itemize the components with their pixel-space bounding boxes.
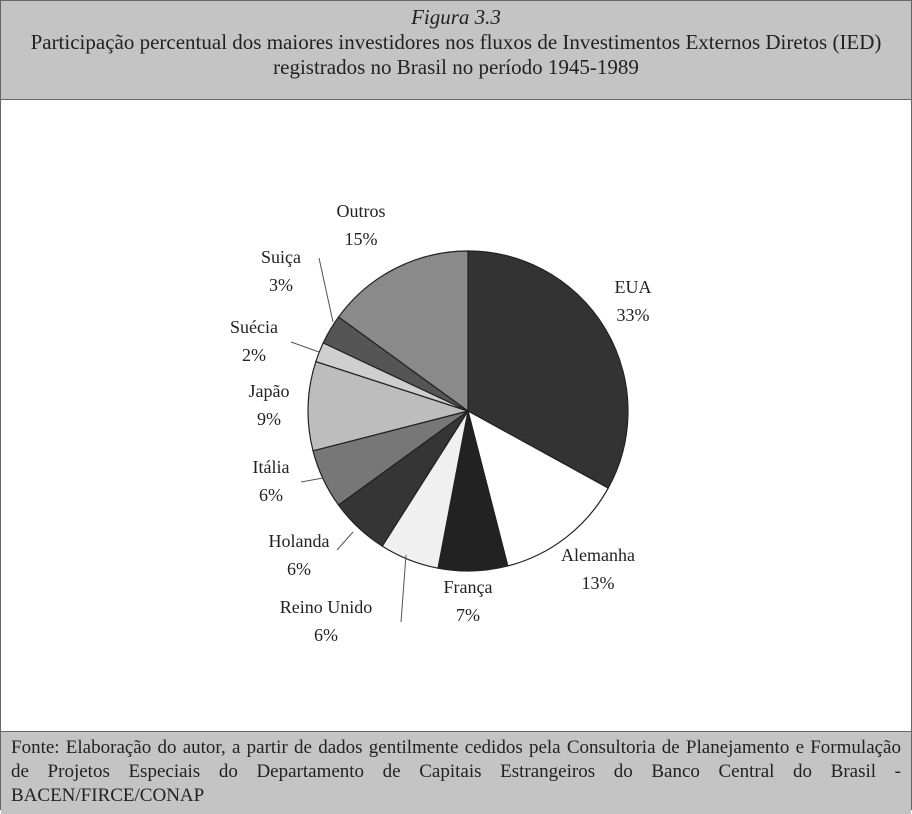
chart-title: Participação percentual dos maiores inve… (30, 30, 882, 79)
slice-label: Outros (337, 201, 386, 221)
pie-slice (467, 250, 629, 489)
slice-value-label: 15% (345, 229, 378, 249)
pie-slice (467, 409, 610, 567)
slice-value-label: 6% (287, 559, 311, 579)
slice-label: França (444, 577, 493, 597)
pie-slice (337, 250, 469, 413)
slice-value-label: 7% (456, 605, 480, 625)
leader-line (336, 531, 354, 551)
leader-line (290, 341, 320, 353)
chart: EUA 33% Alemanha 13% França 7% Reino Unido 6% Ho… (230, 201, 652, 645)
leader-line (400, 554, 407, 623)
figure-label: Figura 3.3 (411, 5, 501, 29)
slice-label: Suiça (261, 247, 301, 267)
slice-label: Suécia (230, 317, 278, 337)
slice-label: Alemanha (561, 545, 635, 565)
source-note: Fonte: Elaboração do autor, a partir de … (1, 731, 911, 814)
slice-value-label: 6% (259, 485, 283, 505)
slice-value-label: 2% (242, 345, 266, 365)
slice-value-label: 33% (617, 305, 650, 325)
slice-value-label: 13% (582, 573, 615, 593)
pie-slice (307, 360, 471, 452)
slice-label: Reino Unido (280, 597, 373, 617)
header: Figura 3.3 Participação percentual dos m… (1, 1, 911, 100)
slice-value-label: 6% (314, 625, 338, 645)
slice-value-label: 9% (257, 409, 281, 429)
leader-line (318, 257, 334, 323)
slice-label: Japão (249, 381, 290, 401)
slice-label: Holanda (269, 531, 330, 551)
slice-label: EUA (615, 277, 652, 297)
slice-label: Itália (253, 457, 290, 477)
leader-line (300, 477, 324, 483)
slice-value-label: 3% (269, 275, 293, 295)
